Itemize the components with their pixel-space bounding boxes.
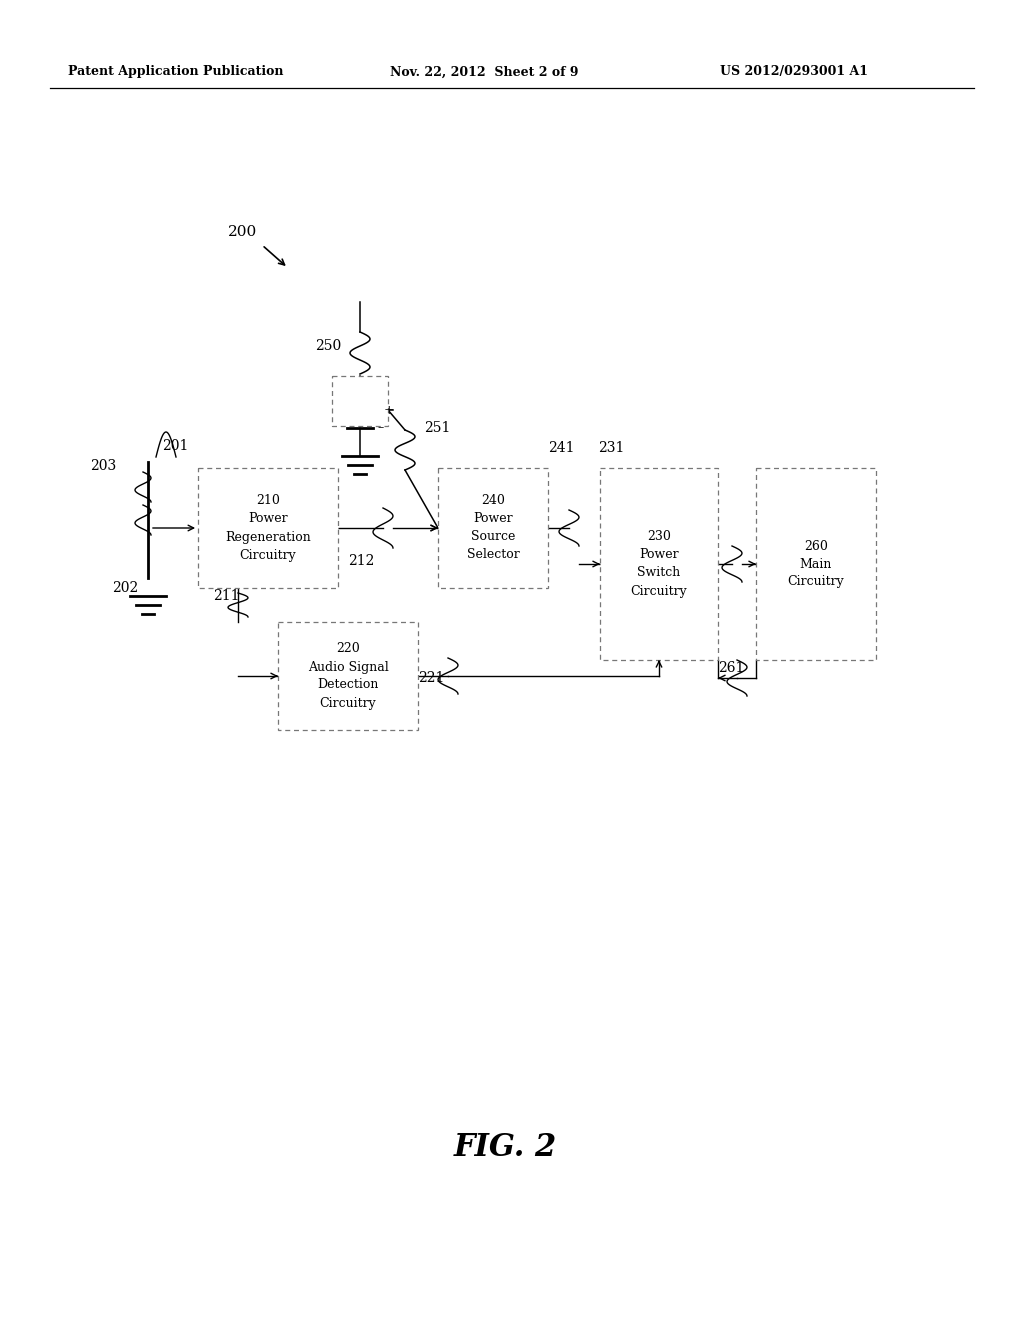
Text: 221: 221	[418, 671, 444, 685]
Bar	[198, 469, 338, 587]
Text: 230
Power
Switch
Circuitry: 230 Power Switch Circuitry	[631, 531, 687, 598]
Text: Patent Application Publication: Patent Application Publication	[68, 66, 284, 78]
Text: Nov. 22, 2012  Sheet 2 of 9: Nov. 22, 2012 Sheet 2 of 9	[390, 66, 579, 78]
Text: 212: 212	[348, 554, 375, 568]
Bar	[438, 469, 548, 587]
Text: 261: 261	[718, 661, 744, 675]
Text: 241: 241	[548, 441, 574, 455]
Text: 260
Main
Circuitry: 260 Main Circuitry	[787, 540, 845, 589]
Text: 250: 250	[315, 339, 341, 352]
Text: 220
Audio Signal
Detection
Circuitry: 220 Audio Signal Detection Circuitry	[307, 643, 388, 710]
Bar	[756, 469, 876, 660]
Text: 203: 203	[90, 459, 117, 473]
Text: +: +	[384, 404, 394, 417]
Bar	[278, 622, 418, 730]
Text: 211: 211	[213, 589, 240, 603]
Text: US 2012/0293001 A1: US 2012/0293001 A1	[720, 66, 868, 78]
Bar	[332, 376, 388, 426]
Text: 231: 231	[598, 441, 625, 455]
Text: 202: 202	[112, 581, 138, 595]
Text: –: –	[377, 421, 383, 434]
Text: 210
Power
Regeneration
Circuitry: 210 Power Regeneration Circuitry	[225, 495, 311, 561]
Text: 200: 200	[228, 224, 257, 239]
Text: 240
Power
Source
Selector: 240 Power Source Selector	[467, 495, 519, 561]
Text: 201: 201	[162, 440, 188, 453]
Text: FIG. 2: FIG. 2	[454, 1133, 557, 1163]
Text: 251: 251	[424, 421, 451, 436]
Bar	[600, 469, 718, 660]
